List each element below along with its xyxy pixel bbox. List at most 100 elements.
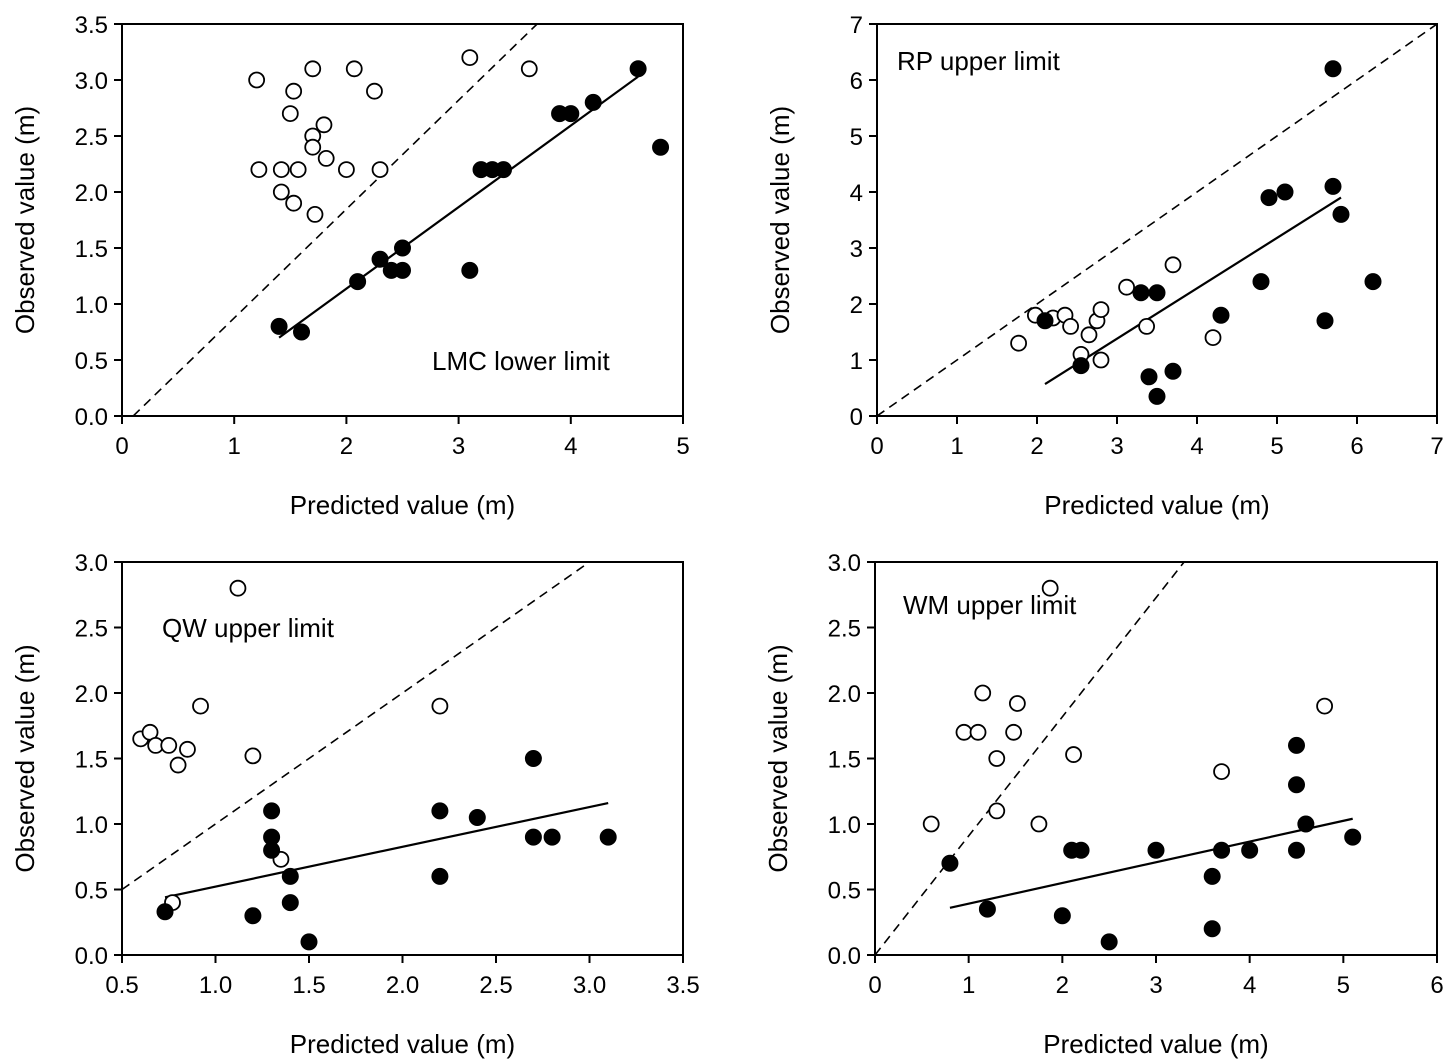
panel-3-open-point [169,756,187,774]
panel-4-filled-point [1100,933,1118,951]
panel-4-xtick-label: 3 [1149,972,1162,999]
panel-3-ytick-label: 0.0 [75,943,108,970]
panel-3-open-point [160,737,178,754]
panel-3-xtick-label: 0.5 [105,972,138,999]
panel-1-filled-point [494,161,512,179]
panel-3-filled-point [431,802,449,820]
panel-1-xtick-label: 3 [452,433,465,460]
panel-4-filled-point [1213,841,1231,859]
panel-3-filled-point [524,750,542,767]
panel-4-fit-line [949,817,1353,909]
panel-2-filled-point [1316,312,1334,330]
panel-1-filled-point [652,138,670,156]
panel-4-xtick-label: 4 [1243,972,1256,999]
panel-4-ytick-label: 3.0 [828,550,861,577]
panel-3-filled-point [263,802,281,820]
panel-1-open-point [248,71,266,89]
panel-2-open-point [1204,329,1222,347]
panel-1-fit-line [278,75,639,339]
panel-2-ytick-label: 6 [850,68,863,95]
panel-1-open-point [345,60,363,78]
panel-4-filled-point [1072,841,1090,859]
panel-3-fit-line [164,801,609,899]
panel-3-open-point [431,697,449,715]
panel-4-open-point [988,750,1006,767]
panel-2-ytick-label: 5 [850,124,863,151]
panel-1-open-point [285,82,303,100]
panel-2-xtick-label: 2 [1030,433,1043,460]
panel-4-reference-line [875,562,1185,955]
panel-3-ytick-label: 2.0 [75,681,108,708]
panel-3-filled-point [244,907,262,925]
panel-4-open-point [1065,746,1082,763]
panel-4-open-point [922,815,940,833]
panel-2-fit-line [1044,196,1342,386]
panel-3-filled-point [468,808,486,826]
panel-3-filled-point [543,828,561,846]
panel-4-annotation: WM upper limit [903,590,1077,620]
panel-2-reference-line [877,24,1437,416]
panel-4-xtick-label: 6 [1430,972,1443,999]
panel-4-open-point [1316,697,1333,715]
panel-4-ytick-label: 2.0 [828,681,861,708]
panel-4-open-point [955,723,973,741]
panel-1-open-point [317,149,335,167]
panel-3-filled-point [281,894,299,912]
panel-4-ylabel: Observed value (m) [763,644,793,872]
panel-1-ytick-label: 3.5 [75,12,108,39]
panel-4-xlabel: Predicted value (m) [1043,1029,1268,1059]
panel-2-ytick-label: 3 [850,236,863,263]
panel-4-filled-point [1288,841,1305,859]
panel-2-filled-point [1260,189,1278,207]
panel-3-ytick-label: 3.0 [75,550,108,577]
panel-1-open-point [285,194,303,212]
panel-2-annotation: RP upper limit [897,46,1061,76]
panel-2-open-point [1092,301,1110,319]
panel-3-ytick-label: 0.5 [75,878,108,905]
panel-2-xtick-label: 5 [1270,433,1283,460]
panel-2-open-point [1010,334,1027,352]
panel-1-annotation: LMC lower limit [432,346,610,376]
panel-2-xtick-label: 0 [870,433,883,460]
panel-1-open-point [461,49,479,66]
panel-4-ytick-label: 1.5 [828,747,861,774]
panel-4-filled-point [1203,867,1221,885]
panel-1-open-point [281,105,299,122]
panel-4-ytick-label: 1.0 [828,812,861,839]
panel-1-filled-point [270,317,288,335]
panel-3-filled-point [263,841,281,859]
panel-1-ytick-label: 0.0 [75,404,108,431]
panel-1-open-point [315,116,333,134]
panel-3: 0.5 1.0 1.5 2.0 2.5 3.0 3.50.00.51.01.52.02.53… [10,550,700,1059]
panel-1-open-point [250,161,268,179]
panel-3-ytick-label: 1.0 [75,812,108,839]
panel-1-ytick-label: 2.5 [75,124,108,151]
panel-4-open-point [969,723,987,741]
panel-1-filled-point [293,323,311,341]
panel-4-filled-point [978,900,996,918]
panel-2-filled-point [1276,183,1294,201]
panel-3-filled-point [281,867,299,885]
panel-4: 0 1 2 3 4 5 6 0.0 0.5 1.0 1.5 2.0 2.5 3.0 Predicted va… [763,550,1444,1059]
panel-2-filled-point [1148,387,1166,405]
panel-1-filled-point [629,60,647,78]
panel-4-ytick-label: 0.0 [828,943,861,970]
panel-4-open-point [1041,579,1059,597]
panel-1-open-point [289,161,307,179]
panel-4-open-point [988,802,1006,820]
panel-4-ytick-label: 2.5 [828,616,861,643]
panel-2-ylabel: Observed value (m) [765,106,795,334]
panel-2-filled-point [1332,205,1350,223]
panel-2-filled-point [1148,284,1166,302]
panel-4-filled-point [1288,736,1305,754]
panel-2-filled-point [1140,368,1158,386]
panel-2-xtick-label: 7 [1430,433,1443,460]
panel-3-xtick-label: 3.0 [573,972,606,999]
panel-2-xtick-label: 4 [1190,433,1203,460]
panel-3-filled-point [524,828,542,846]
panel-2-open-point [1080,326,1098,344]
panel-4-open-point [1030,815,1048,833]
panel-2-filled-point [1036,312,1054,330]
panel-4-open-point [1005,723,1023,741]
